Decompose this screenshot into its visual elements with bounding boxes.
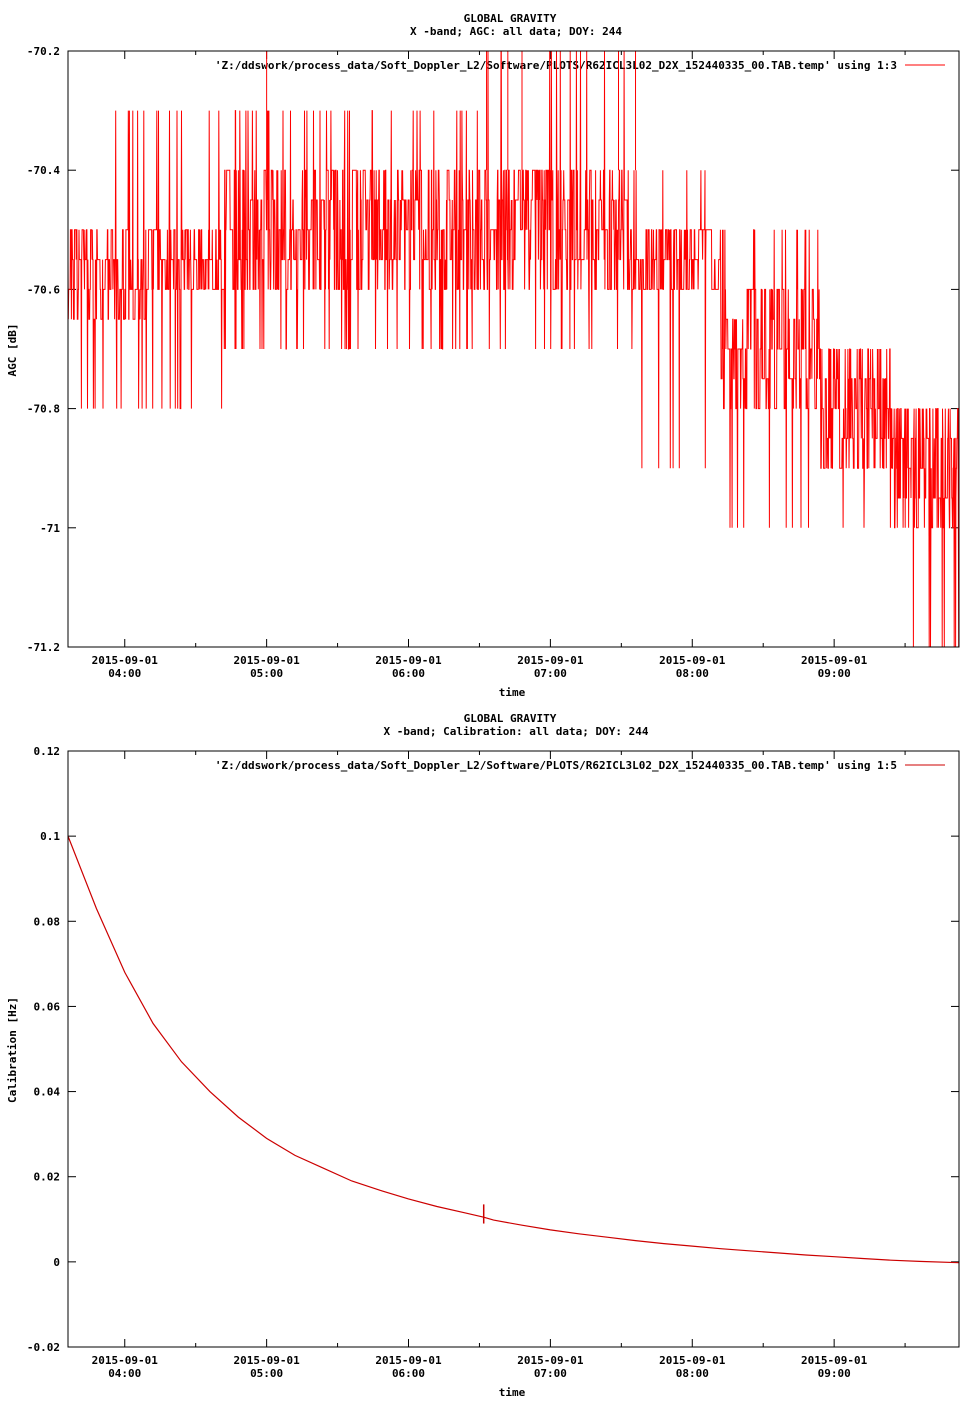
legend-label: 'Z:/ddswork/process_data/Soft_Doppler_L2…: [215, 759, 897, 772]
x-tick-label: 2015-09-01: [92, 1354, 159, 1367]
chart-title: GLOBAL GRAVITY: [464, 712, 557, 725]
x-tick-label: 2015-09-01: [92, 654, 159, 667]
y-tick-label: 0.1: [40, 830, 60, 843]
x-tick-label: 08:00: [676, 667, 709, 680]
x-tick-label: 06:00: [392, 667, 425, 680]
x-tick-label: 2015-09-01: [517, 654, 584, 667]
x-axis-label: time: [499, 686, 526, 699]
plot-frame: [67, 750, 960, 1348]
plot-frame: [67, 50, 960, 648]
chart-subtitle: X -band; AGC: all data; DOY: 244: [410, 25, 622, 38]
x-tick-label: 08:00: [676, 1367, 709, 1380]
y-tick-label: -71: [40, 522, 60, 535]
x-tick-label: 2015-09-01: [517, 1354, 584, 1367]
y-tick-label: -71.2: [27, 641, 60, 654]
chart-subtitle: X -band; Calibration: all data; DOY: 244: [384, 725, 649, 738]
agc-series-line: [67, 50, 960, 648]
x-tick-label: 06:00: [392, 1367, 425, 1380]
x-tick-label: 05:00: [250, 667, 283, 680]
x-tick-label: 07:00: [534, 667, 567, 680]
x-tick-label: 07:00: [534, 1367, 567, 1380]
y-tick-label: -70.8: [27, 403, 60, 416]
x-tick-label: 2015-09-01: [234, 654, 301, 667]
y-tick-label: -0.02: [27, 1341, 60, 1354]
y-tick-label: 0.12: [34, 745, 61, 758]
y-tick-label: 0.08: [34, 915, 61, 928]
y-tick-label: 0.04: [34, 1086, 61, 1099]
y-axis-label: Calibration [Hz]: [6, 997, 19, 1103]
x-tick-label: 2015-09-01: [659, 1354, 726, 1367]
x-axis-label: time: [499, 1386, 526, 1399]
x-tick-label: 2015-09-01: [801, 1354, 868, 1367]
x-tick-label: 09:00: [818, 1367, 851, 1380]
agc-chart: GLOBAL GRAVITY X -band; AGC: all data; D…: [6, 12, 960, 699]
y-tick-label: 0.02: [34, 1171, 61, 1184]
y-tick-label: -70.6: [27, 283, 60, 296]
y-tick-label: 0: [53, 1256, 60, 1269]
y-tick-label: -70.4: [27, 164, 60, 177]
x-tick-label: 2015-09-01: [801, 654, 868, 667]
x-tick-label: 05:00: [250, 1367, 283, 1380]
x-tick-label: 2015-09-01: [375, 1354, 442, 1367]
x-tick-label: 2015-09-01: [659, 654, 726, 667]
x-tick-label: 2015-09-01: [375, 654, 442, 667]
x-tick-label: 04:00: [108, 1367, 141, 1380]
y-tick-label: -70.2: [27, 45, 60, 58]
x-tick-label: 2015-09-01: [234, 1354, 301, 1367]
x-tick-label: 04:00: [108, 667, 141, 680]
y-axis-label: AGC [dB]: [6, 324, 19, 377]
legend-label: 'Z:/ddswork/process_data/Soft_Doppler_L2…: [215, 59, 897, 72]
y-tick-label: 0.06: [34, 1000, 61, 1013]
x-tick-label: 09:00: [818, 667, 851, 680]
chart-title: GLOBAL GRAVITY: [464, 12, 557, 25]
calibration-series-line: [67, 835, 960, 1264]
calibration-chart: GLOBAL GRAVITY X -band; Calibration: all…: [6, 712, 960, 1399]
